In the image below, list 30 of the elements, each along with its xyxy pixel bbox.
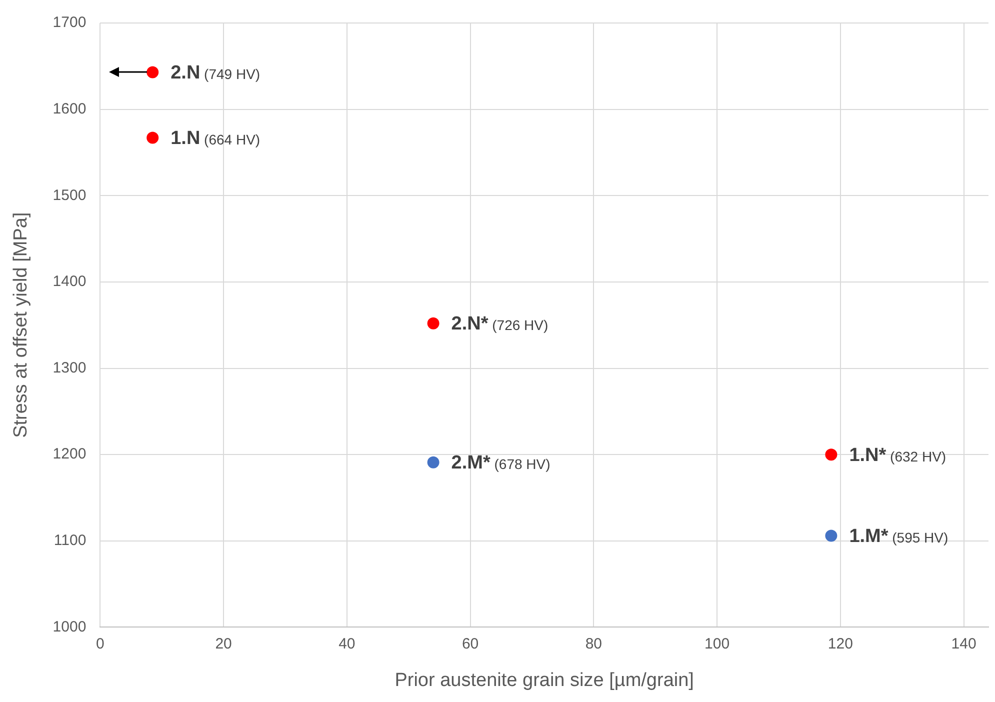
y-tick-label: 1100 [54,532,86,550]
point [825,448,838,461]
annotation: 1.N* (632 HV) [849,444,946,466]
x-tick-label: 120 [828,635,853,652]
annotation: 2.N* (726 HV) [451,314,548,335]
annotation: 2.N (749 HV) [170,62,260,84]
x-tick-label: 40 [338,635,356,652]
x-tick-label: 60 [462,635,479,652]
y-axis-title: Stress at offset yield [MPa] [10,212,32,438]
x-tick-label: 140 [951,635,976,652]
annotation: 2.M* (678 HV) [451,452,550,474]
y-tick-label: 1400 [52,273,86,290]
x-axis-title: Prior austenite grain size [µm/grain] [394,670,694,691]
y-tick-label: 1200 [52,446,86,463]
point [427,317,440,330]
point [427,456,440,468]
y-tick-label: 1700 [52,14,86,32]
annotation: 1.M* (595 HV) [849,526,948,547]
point [146,132,159,144]
y-tick-label: 1500 [52,186,86,204]
point [146,66,159,78]
x-tick-label: 100 [704,635,730,652]
y-tick-label: 1600 [52,100,86,118]
y-tick-label: 1300 [52,359,86,376]
point [825,530,838,542]
x-tick-label: 20 [215,635,232,652]
y-tick-label: 1000 [52,618,86,636]
x-tick-label: 80 [585,635,602,652]
annotation: 1.N (664 HV) [170,128,260,150]
x-tick-label: 0 [96,635,104,652]
